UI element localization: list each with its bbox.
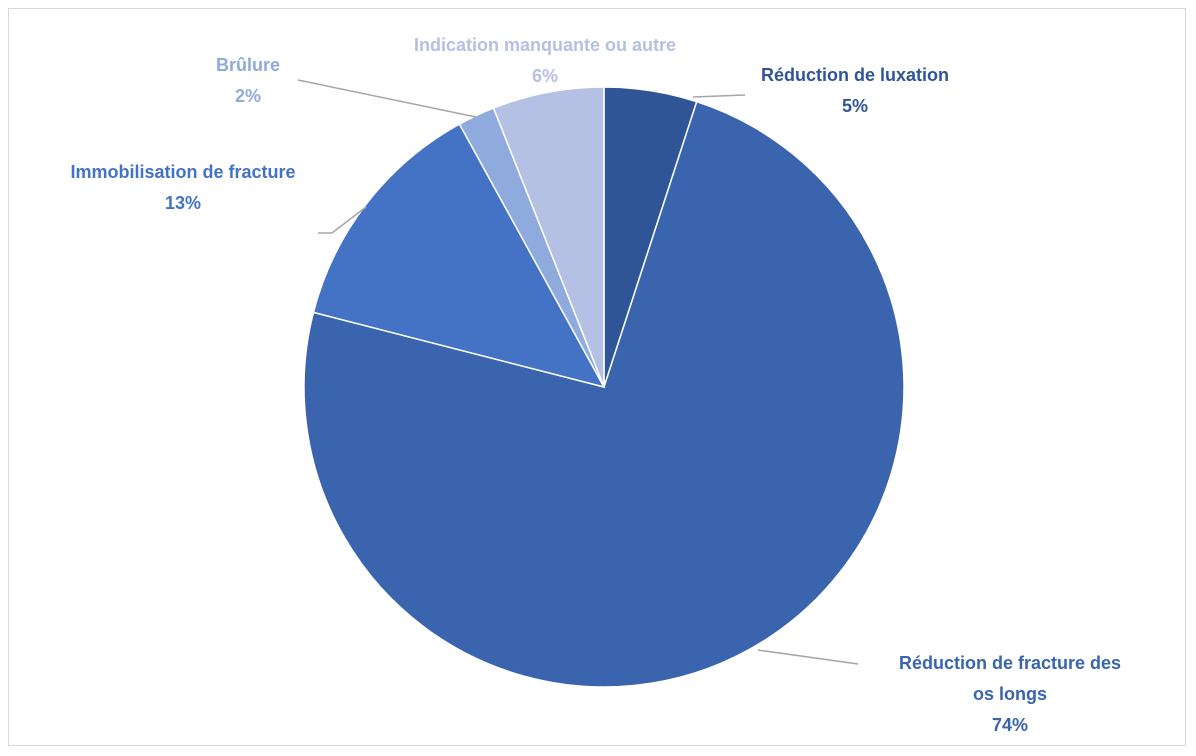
pie-slice [303, 100, 905, 688]
value-label: 2% [234, 86, 262, 106]
category-label: Réduction de fracture des os longs [898, 653, 1122, 704]
data-label: Immobilisation de fracture 13% [70, 157, 295, 219]
leader-line [297, 79, 477, 118]
data-label: Réduction de fracture des os longs 74% [890, 648, 1130, 741]
leader-line [757, 649, 859, 665]
value-label: 74% [991, 715, 1029, 735]
category-label: Brûlure [215, 55, 281, 75]
value-label: 5% [841, 96, 869, 116]
pie-slice [492, 86, 605, 388]
leader-line [318, 206, 367, 234]
category-label: Réduction de luxation [760, 65, 950, 85]
value-label: 13% [164, 193, 202, 213]
category-label: Immobilisation de fracture [70, 162, 296, 182]
pie-slice [312, 123, 606, 389]
category-label: Indication manquante ou autre [413, 35, 677, 55]
value-label: 6% [531, 66, 558, 86]
data-label: Réduction de luxation 5% [761, 60, 949, 122]
leader-line [692, 94, 746, 98]
data-label: Indication manquante ou autre 6% [414, 30, 676, 92]
chart-frame [8, 8, 1186, 746]
data-label: Brûlure 2% [216, 50, 280, 112]
